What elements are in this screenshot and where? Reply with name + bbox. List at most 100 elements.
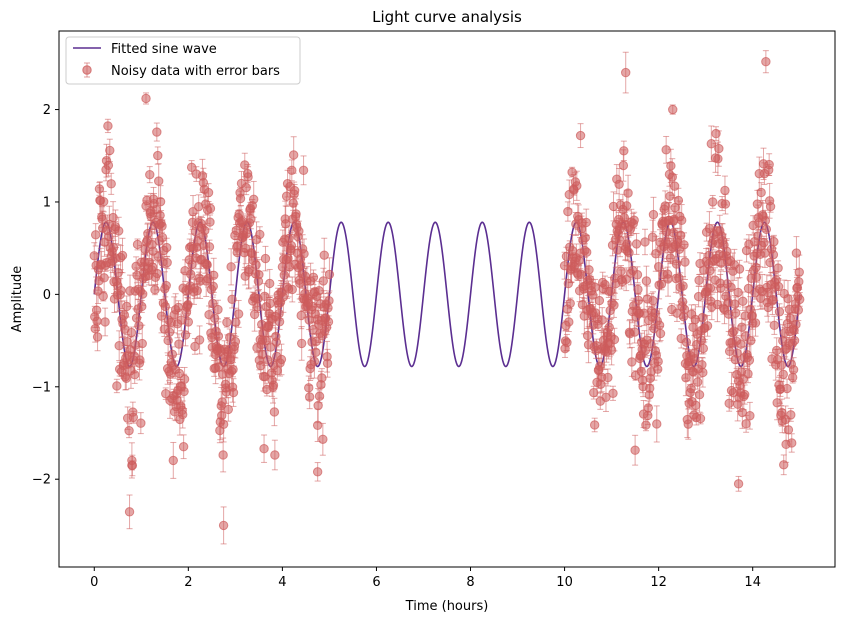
data-point	[761, 50, 771, 74]
data-point	[112, 378, 122, 394]
data-point	[152, 122, 162, 142]
data-point	[734, 259, 745, 279]
data-point	[774, 303, 785, 321]
data-point	[603, 368, 613, 387]
data-point	[773, 278, 784, 295]
data-point	[323, 315, 334, 329]
data-point	[698, 342, 709, 355]
data-point	[183, 309, 194, 335]
data-point	[114, 216, 124, 246]
data-point	[641, 265, 652, 297]
data-point	[228, 361, 238, 378]
data-point	[186, 160, 197, 175]
data-point	[136, 412, 146, 435]
data-point	[203, 183, 214, 202]
data-point	[711, 126, 721, 141]
data-point	[117, 237, 128, 274]
data-point	[773, 260, 783, 276]
data-point	[218, 506, 229, 545]
chart-title: Light curve analysis	[372, 8, 522, 26]
data-point	[317, 368, 327, 388]
data-point	[676, 204, 687, 237]
data-point	[720, 193, 731, 215]
data-point	[298, 155, 309, 186]
data-point	[98, 190, 109, 213]
data-point	[629, 211, 639, 229]
data-point	[661, 135, 671, 164]
data-point	[653, 352, 663, 371]
data-point	[733, 475, 744, 492]
data-point	[235, 190, 246, 207]
axes-frame	[58, 30, 836, 568]
x-tick-label: 8	[466, 575, 474, 590]
data-point	[259, 434, 269, 463]
data-point	[134, 317, 144, 335]
data-point	[287, 276, 297, 303]
data-point	[764, 153, 774, 176]
data-point	[205, 203, 216, 214]
data-point	[609, 292, 619, 318]
data-point	[740, 384, 750, 405]
data-point	[226, 248, 236, 286]
data-point	[572, 170, 582, 201]
data-point	[90, 223, 101, 247]
data-point	[127, 460, 137, 471]
data-point	[731, 296, 741, 330]
data-point	[769, 234, 779, 249]
data-point	[623, 174, 633, 212]
data-point	[104, 205, 115, 243]
data-point	[627, 346, 637, 377]
data-point	[177, 400, 188, 429]
data-point	[697, 356, 707, 373]
legend: Fitted sine wave Noisy data with error b…	[65, 36, 301, 85]
data-point	[733, 277, 743, 308]
data-point	[222, 317, 232, 328]
data-point	[124, 494, 135, 530]
data-point	[194, 325, 205, 355]
data-point	[271, 333, 281, 351]
data-point	[132, 238, 143, 251]
x-axis-label: Time (hours)	[405, 599, 489, 614]
legend-frame	[65, 36, 301, 85]
data-point	[274, 313, 285, 330]
data-point	[647, 219, 658, 255]
data-point	[92, 322, 103, 352]
data-point	[294, 220, 304, 242]
data-point	[683, 408, 693, 440]
data-point	[168, 441, 178, 479]
data-point	[312, 462, 323, 482]
data-point	[761, 216, 772, 243]
data-point	[716, 270, 726, 306]
x-tick-label: 6	[372, 575, 380, 590]
data-point	[204, 239, 215, 255]
data-point	[218, 437, 228, 473]
y-tick-label: 1	[43, 195, 51, 210]
data-point	[745, 401, 755, 430]
x-axis: 0 2 4 6 8 10 12 14	[90, 567, 761, 590]
data-point	[765, 200, 776, 213]
x-tick-label: 4	[278, 575, 286, 590]
data-point	[608, 385, 618, 401]
data-point	[213, 299, 223, 320]
data-point	[205, 214, 215, 230]
data-point	[619, 140, 629, 162]
x-tick-label: 2	[184, 575, 192, 590]
data-point	[575, 123, 586, 149]
data-point	[643, 400, 653, 416]
data-point	[769, 315, 780, 335]
data-point	[318, 267, 329, 295]
data-point	[249, 180, 259, 218]
y-tick-label: −1	[32, 380, 51, 395]
data-point	[750, 309, 761, 337]
data-point	[322, 348, 333, 378]
data-point	[722, 238, 732, 265]
data-point	[794, 254, 804, 290]
data-point	[786, 407, 796, 422]
data-point	[124, 423, 134, 439]
data-point	[606, 334, 617, 366]
y-tick-label: 0	[43, 288, 51, 303]
data-point	[702, 315, 713, 337]
data-point	[582, 318, 593, 353]
data-point	[289, 184, 300, 198]
